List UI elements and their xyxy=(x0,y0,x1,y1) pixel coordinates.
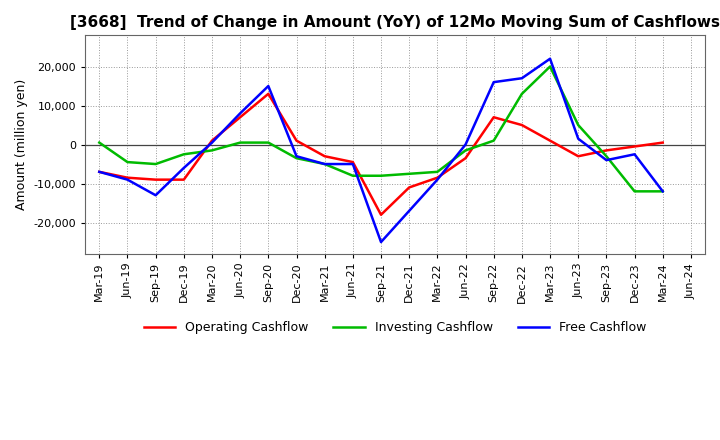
Investing Cashflow xyxy=(405,171,413,176)
Operating Cashflow xyxy=(292,138,301,143)
Operating Cashflow xyxy=(348,159,357,165)
Investing Cashflow xyxy=(574,122,582,128)
Free Cashflow xyxy=(292,154,301,159)
Free Cashflow xyxy=(236,111,245,116)
Investing Cashflow xyxy=(320,161,329,167)
Investing Cashflow xyxy=(236,140,245,145)
Free Cashflow xyxy=(658,189,667,194)
Free Cashflow xyxy=(95,169,104,175)
Free Cashflow xyxy=(377,239,385,245)
Operating Cashflow xyxy=(546,138,554,143)
Investing Cashflow xyxy=(179,152,188,157)
Free Cashflow xyxy=(264,84,273,89)
Investing Cashflow xyxy=(602,154,611,159)
Free Cashflow xyxy=(462,142,470,147)
Line: Operating Cashflow: Operating Cashflow xyxy=(99,94,662,215)
Free Cashflow xyxy=(574,136,582,141)
Line: Free Cashflow: Free Cashflow xyxy=(99,59,662,242)
Legend: Operating Cashflow, Investing Cashflow, Free Cashflow: Operating Cashflow, Investing Cashflow, … xyxy=(139,316,652,339)
Investing Cashflow xyxy=(462,148,470,153)
Free Cashflow xyxy=(123,177,132,182)
Free Cashflow xyxy=(630,152,639,157)
Investing Cashflow xyxy=(658,189,667,194)
Operating Cashflow xyxy=(574,154,582,159)
Investing Cashflow xyxy=(264,140,273,145)
Operating Cashflow xyxy=(179,177,188,182)
Operating Cashflow xyxy=(658,140,667,145)
Operating Cashflow xyxy=(95,169,104,175)
Investing Cashflow xyxy=(348,173,357,178)
Operating Cashflow xyxy=(264,91,273,96)
Operating Cashflow xyxy=(151,177,160,182)
Investing Cashflow xyxy=(207,148,216,153)
Operating Cashflow xyxy=(123,175,132,180)
Investing Cashflow xyxy=(433,169,441,175)
Operating Cashflow xyxy=(630,144,639,149)
Free Cashflow xyxy=(320,161,329,167)
Title: [3668]  Trend of Change in Amount (YoY) of 12Mo Moving Sum of Cashflows: [3668] Trend of Change in Amount (YoY) o… xyxy=(70,15,720,30)
Investing Cashflow xyxy=(292,156,301,161)
Investing Cashflow xyxy=(518,91,526,96)
Free Cashflow xyxy=(433,177,441,182)
Investing Cashflow xyxy=(377,173,385,178)
Operating Cashflow xyxy=(236,114,245,120)
Investing Cashflow xyxy=(630,189,639,194)
Free Cashflow xyxy=(490,80,498,85)
Y-axis label: Amount (million yen): Amount (million yen) xyxy=(15,79,28,210)
Investing Cashflow xyxy=(95,140,104,145)
Operating Cashflow xyxy=(602,148,611,153)
Operating Cashflow xyxy=(490,114,498,120)
Operating Cashflow xyxy=(405,185,413,190)
Free Cashflow xyxy=(602,158,611,163)
Operating Cashflow xyxy=(433,175,441,180)
Investing Cashflow xyxy=(151,161,160,167)
Operating Cashflow xyxy=(207,138,216,143)
Free Cashflow xyxy=(518,76,526,81)
Operating Cashflow xyxy=(462,156,470,161)
Operating Cashflow xyxy=(377,212,385,217)
Free Cashflow xyxy=(207,140,216,145)
Operating Cashflow xyxy=(320,154,329,159)
Investing Cashflow xyxy=(546,64,554,69)
Free Cashflow xyxy=(151,193,160,198)
Free Cashflow xyxy=(546,56,554,61)
Operating Cashflow xyxy=(518,122,526,128)
Free Cashflow xyxy=(348,161,357,167)
Investing Cashflow xyxy=(123,159,132,165)
Free Cashflow xyxy=(179,165,188,171)
Free Cashflow xyxy=(405,208,413,213)
Investing Cashflow xyxy=(490,138,498,143)
Line: Investing Cashflow: Investing Cashflow xyxy=(99,66,662,191)
